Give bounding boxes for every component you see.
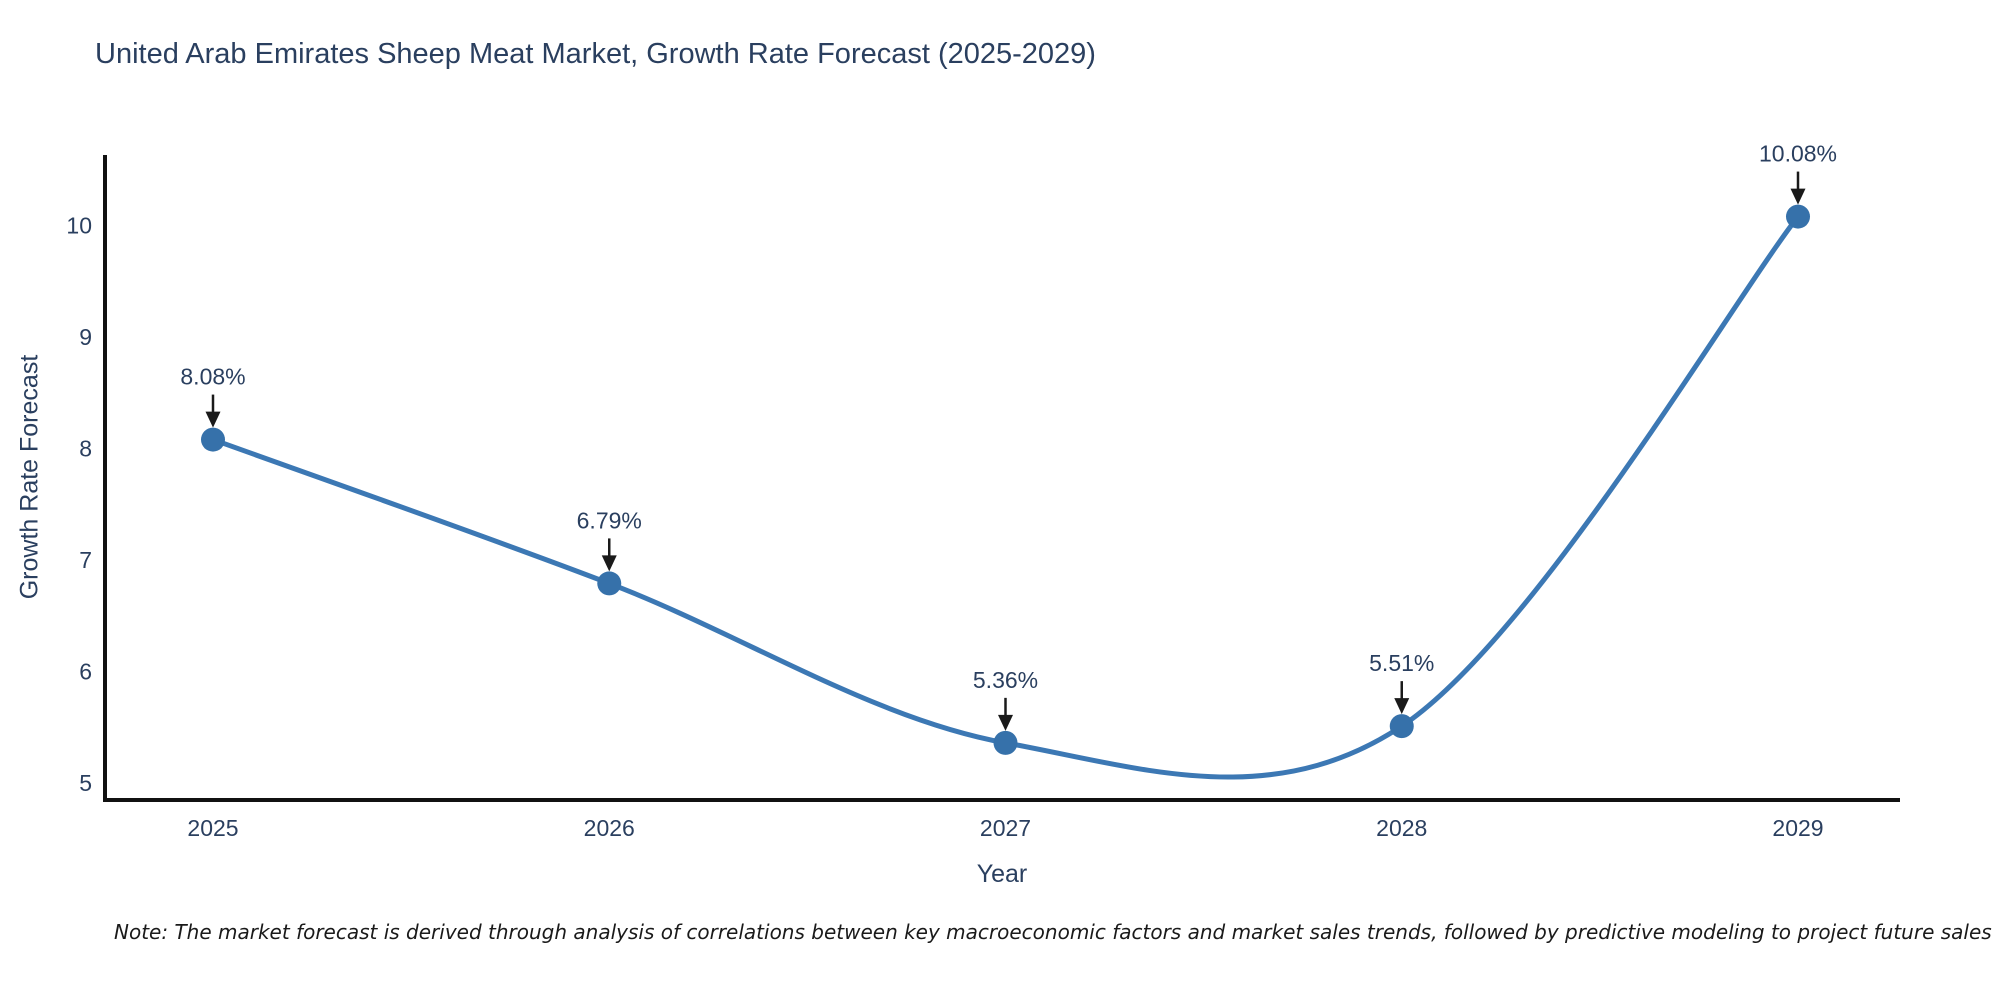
data-point-marker[interactable] — [597, 571, 622, 596]
annotation-arrowhead-icon — [205, 411, 221, 428]
y-tick-label: 8 — [79, 436, 92, 462]
y-tick-label: 7 — [79, 547, 92, 573]
x-tick-label: 2026 — [584, 815, 635, 841]
point-annotation-label: 8.08% — [180, 364, 245, 390]
x-tick-label: 2028 — [1376, 815, 1427, 841]
annotation-arrowhead-icon — [601, 555, 617, 572]
point-annotation-label: 5.36% — [973, 667, 1038, 693]
annotation-arrowhead-icon — [1790, 188, 1806, 205]
y-tick-label: 5 — [79, 770, 92, 796]
x-tick-label: 2025 — [187, 815, 238, 841]
annotation-arrowhead-icon — [998, 714, 1013, 731]
y-tick-label: 6 — [79, 659, 92, 685]
annotation-arrowhead-icon — [1394, 698, 1410, 715]
point-annotation-label: 10.08% — [1759, 141, 1837, 167]
data-point-marker[interactable] — [201, 427, 225, 452]
x-tick-label: 2029 — [1772, 815, 1823, 841]
data-point-marker[interactable] — [1389, 714, 1414, 739]
data-point-marker[interactable] — [993, 730, 1018, 755]
chart-title: United Arab Emirates Sheep Meat Market, … — [95, 38, 1096, 70]
x-tick-label: 2027 — [980, 815, 1031, 841]
y-tick-label: 10 — [66, 213, 92, 239]
chart-note: Note: The market forecast is derived thr… — [114, 920, 1992, 944]
series-line — [212, 215, 1800, 780]
point-annotation-label: 5.51% — [1369, 650, 1434, 676]
data-point-marker[interactable] — [1786, 204, 1810, 229]
x-axis-title: Year — [976, 860, 1028, 888]
y-tick-label: 9 — [79, 324, 92, 350]
point-annotation-label: 6.79% — [577, 507, 642, 533]
